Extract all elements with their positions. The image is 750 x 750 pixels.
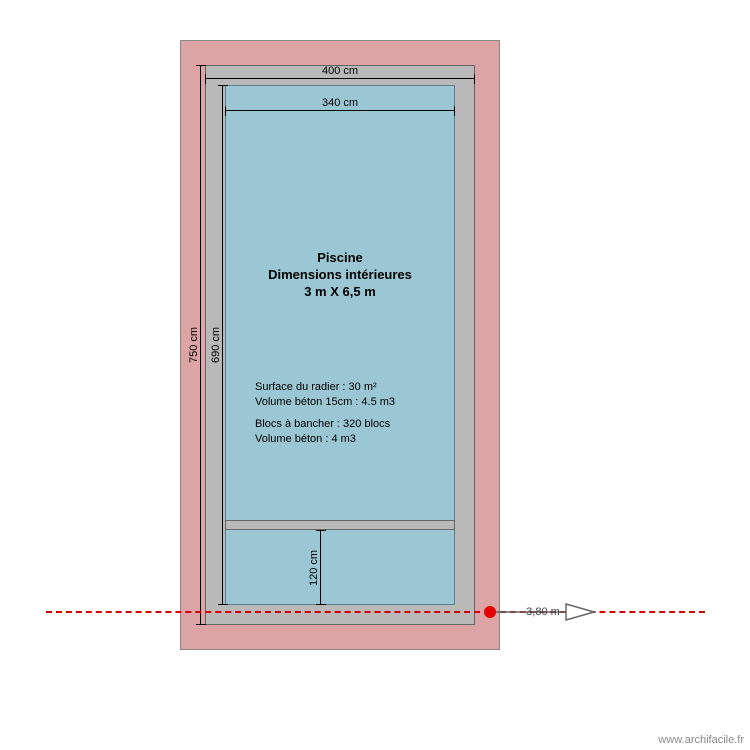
- watermark-text: www.archifacile.fr: [658, 734, 744, 746]
- dim-inner-height-label: 690 cm: [210, 327, 222, 363]
- section-origin-dot: [484, 606, 496, 618]
- dim-inner-width-line: [225, 110, 455, 111]
- dim-outer-width-line: [205, 78, 475, 79]
- spec-line-4: Volume béton : 4 m3: [255, 432, 395, 447]
- section-arrow-label: 3,80 m: [526, 606, 560, 618]
- section-line-left: [46, 611, 490, 613]
- pool-specs-block: Surface du radier : 30 m² Volume béton 1…: [255, 380, 395, 448]
- dim-bench-height-line: [320, 530, 321, 605]
- dim-bench-height-label: 120 cm: [308, 549, 320, 585]
- dim-outer-height-line: [200, 65, 201, 625]
- dim-outer-height-label: 750 cm: [188, 327, 200, 363]
- spec-line-3: Blocs à bancher : 320 blocs: [255, 417, 395, 432]
- diagram-stage: 400 cm 340 cm 750 cm 690 cm 120 cm Pisci…: [0, 0, 750, 750]
- pool-title-block: Piscine Dimensions intérieures 3 m X 6,5…: [250, 250, 430, 301]
- title-line-3: 3 m X 6,5 m: [250, 284, 430, 301]
- title-line-2: Dimensions intérieures: [250, 267, 430, 284]
- title-line-1: Piscine: [250, 250, 430, 267]
- dim-inner-height-line: [222, 85, 223, 605]
- spec-line-2: Volume béton 15cm : 4.5 m3: [255, 395, 395, 410]
- dim-inner-width-label: 340 cm: [322, 97, 358, 110]
- dim-outer-width-label: 400 cm: [322, 65, 358, 78]
- bench-wall: [225, 520, 455, 530]
- spec-line-1: Surface du radier : 30 m²: [255, 380, 395, 395]
